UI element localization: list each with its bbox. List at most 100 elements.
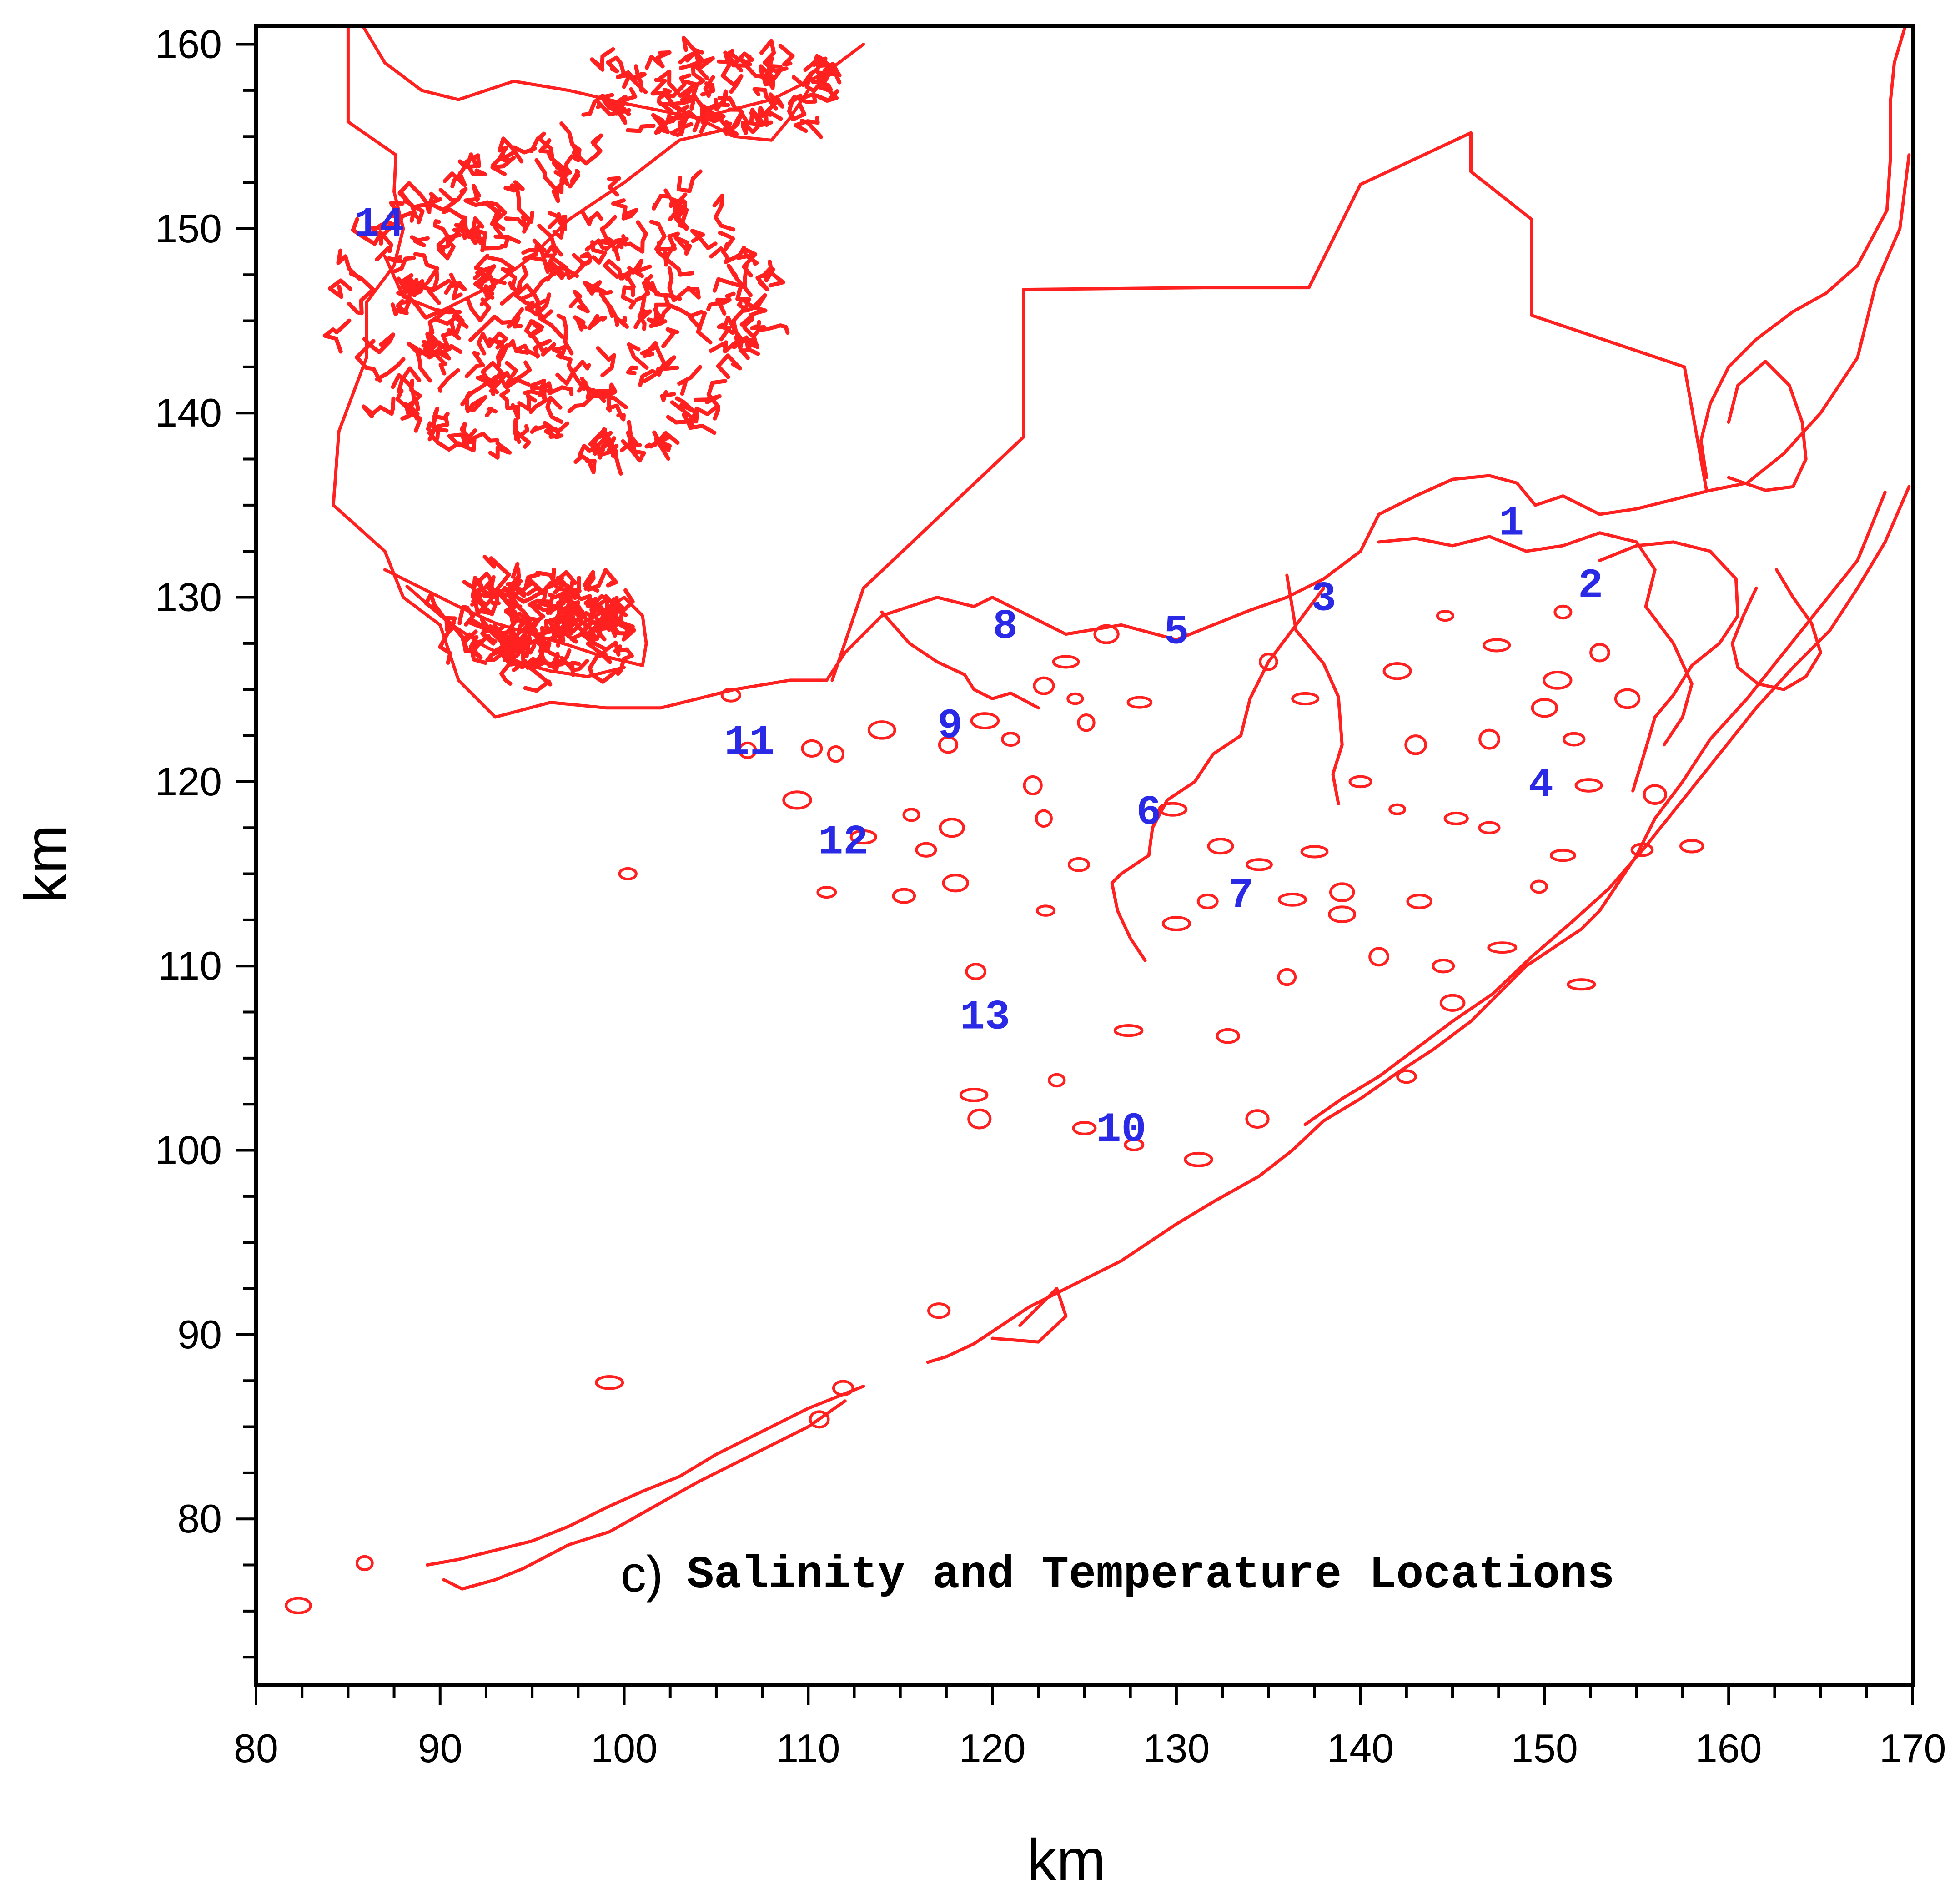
wetland-patch — [573, 315, 588, 332]
wetland-patch — [676, 169, 703, 193]
wetland-patch — [555, 360, 591, 386]
wetland-patch — [487, 337, 505, 367]
wetland-patch — [741, 298, 768, 317]
y-tick-label: 100 — [155, 1128, 222, 1173]
wetland-patch — [755, 267, 775, 291]
island — [1033, 676, 1055, 695]
wetland-patch — [491, 153, 513, 167]
wetland-patch — [510, 180, 525, 191]
x-tick-label: 120 — [959, 1726, 1026, 1771]
island — [1404, 734, 1427, 755]
wetland-patch — [466, 297, 491, 323]
wetland-patch — [506, 316, 523, 329]
wetland-patch — [712, 193, 735, 232]
wetland-patch — [606, 395, 628, 413]
wetland-patch — [621, 220, 648, 254]
wetland-patch — [689, 59, 709, 81]
shark-river-c — [696, 89, 810, 142]
middle-keys — [926, 1237, 1156, 1364]
island — [1436, 610, 1454, 622]
wetland-patch — [412, 199, 457, 225]
x-tick-label: 140 — [1327, 1726, 1394, 1771]
wetland-patch — [417, 347, 451, 361]
wetland-patch — [569, 576, 581, 593]
wetland-patch — [530, 384, 547, 401]
island — [816, 886, 837, 899]
x-tick-label: 160 — [1695, 1726, 1762, 1771]
wetland-patch — [615, 316, 629, 329]
wetland-patch — [654, 119, 670, 135]
island — [939, 818, 965, 838]
wetland-patch — [643, 341, 666, 377]
y-axis-title: km — [12, 824, 79, 903]
wetland-patch — [650, 281, 682, 301]
island — [1126, 696, 1153, 709]
wetland-patch — [599, 215, 617, 240]
wetland-patch — [479, 375, 499, 394]
wetland-patch — [534, 158, 570, 194]
island — [285, 1597, 312, 1614]
wetland-patch — [554, 602, 585, 623]
island — [1124, 1138, 1145, 1151]
wetland-patch — [668, 205, 683, 221]
wetland-patch — [482, 554, 511, 594]
wetland-patch — [607, 236, 621, 262]
island — [355, 1555, 374, 1572]
wetland-patch — [507, 580, 540, 599]
station-label-12: 12 — [818, 819, 868, 866]
wetland-patch — [706, 301, 727, 316]
station-label-6: 6 — [1136, 789, 1161, 837]
wetland-patch — [501, 267, 523, 296]
wetland-patch — [626, 430, 642, 447]
cape-sable — [383, 568, 648, 667]
island — [1158, 802, 1188, 817]
island — [1001, 732, 1020, 747]
wetland-patch — [497, 339, 517, 363]
island — [867, 720, 896, 740]
cape-sable-inner — [405, 584, 626, 678]
florida-bay-north — [880, 610, 1040, 710]
wetland-patch — [514, 343, 540, 358]
wetland-patch — [652, 302, 695, 327]
wetland-patch — [549, 261, 566, 280]
wetland-patch — [327, 278, 353, 299]
wetland-patch — [606, 403, 626, 422]
wetland-patch — [545, 265, 579, 282]
wetland-patch — [643, 355, 679, 383]
y-tick-label: 160 — [155, 22, 222, 67]
x-tick-label: 80 — [234, 1726, 278, 1771]
wetland-patch — [375, 357, 406, 382]
island — [1388, 803, 1407, 815]
wetland-patch — [586, 633, 612, 664]
island — [1478, 728, 1500, 750]
y-tick-label: 140 — [155, 390, 222, 435]
station-label-5: 5 — [1164, 608, 1189, 656]
wetland-patch — [718, 231, 735, 251]
upper-keys — [1147, 491, 1887, 1244]
island — [1184, 1151, 1213, 1167]
wetland-patch — [578, 431, 613, 457]
station-label-11: 11 — [724, 719, 774, 767]
island — [1245, 1109, 1270, 1129]
wetland-patch — [668, 196, 687, 212]
island — [1067, 857, 1090, 872]
island — [1348, 775, 1372, 789]
wetland-patch — [433, 219, 463, 243]
wetland-patch — [654, 437, 672, 461]
island — [1277, 968, 1297, 986]
wetland-patch — [513, 424, 529, 441]
wetland-patch — [625, 124, 656, 133]
wetland-patch — [531, 273, 553, 320]
wetland-patch — [673, 96, 708, 134]
island — [1487, 941, 1518, 954]
x-axis-title: km — [1027, 1827, 1106, 1893]
island — [1679, 839, 1704, 854]
wetland-patch — [682, 36, 704, 55]
wetland-patch — [490, 156, 516, 176]
island — [1443, 811, 1469, 825]
y-tick-label: 130 — [155, 575, 222, 620]
wetland-patch — [690, 228, 718, 251]
station-label-14: 14 — [354, 201, 404, 249]
